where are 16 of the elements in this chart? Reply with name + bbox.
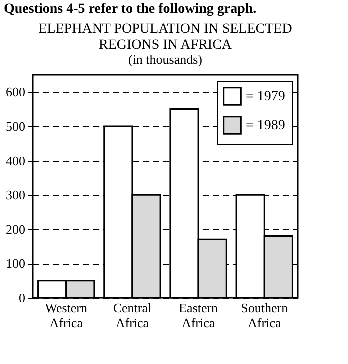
legend-label: = 1989 — [246, 118, 286, 134]
y-tick-label: 400 — [6, 153, 26, 168]
x-tick-label: Southern Africa — [241, 300, 289, 330]
x-tick-label: Eastern Africa — [179, 300, 219, 330]
chart-title: ELEPHANT POPULATION IN SELECTED REGIONS IN AFRICA — [38, 22, 292, 53]
y-tick-label: 300 — [6, 188, 26, 203]
x-tick-label: Western Africa — [45, 300, 88, 330]
y-tick-label: 500 — [6, 118, 26, 134]
text: Questions 4-5 refer to the following graph. — [3, 1, 258, 19]
legend-label: = 1979 — [246, 90, 286, 104]
y-tick-label: 600 — [6, 84, 26, 100]
y-tick-label: 200 — [6, 222, 26, 237]
x-tick-label: Central Africa — [113, 300, 152, 330]
chart-subtitle: (in thousands) — [128, 52, 203, 67]
y-tick-label: 0 — [19, 290, 26, 306]
y-tick-label: 100 — [6, 256, 26, 272]
